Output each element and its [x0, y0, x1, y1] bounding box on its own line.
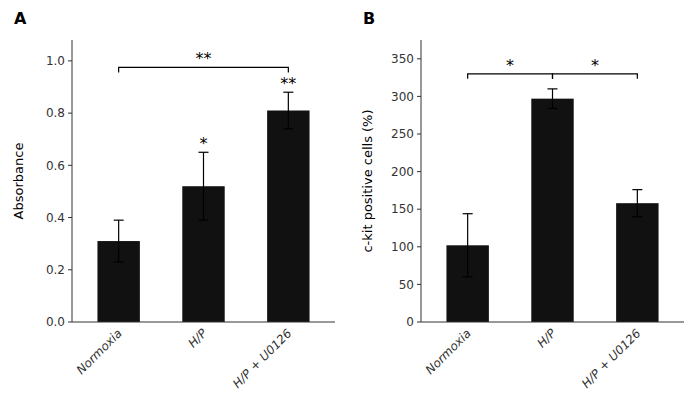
x-tick-label: Normoxia: [423, 326, 474, 377]
y-tick-label: 100: [391, 240, 414, 254]
error-line: [552, 89, 553, 109]
bars: [446, 89, 658, 322]
figure: A Absorbance 0.0 0.2 0.4 0.6 0.8 1.0 Normoxia H/P…: [0, 0, 698, 417]
error-bar: [632, 190, 642, 217]
panel-label: A: [14, 9, 27, 28]
x-tick-label: H/P + U0126: [579, 326, 644, 391]
error-line: [288, 92, 289, 129]
panel: A Absorbance 0.0 0.2 0.4 0.6 0.8 1.0 Normoxia H/P…: [11, 9, 335, 391]
error-bar: [463, 214, 473, 277]
y-axis-line: [421, 40, 422, 322]
y-tick: [417, 322, 421, 323]
bracket-star: *: [591, 56, 599, 75]
error-cap: [114, 220, 124, 221]
error-cap: [632, 216, 642, 217]
error-bar: [114, 220, 124, 262]
error-bar: [548, 89, 558, 109]
x-tick-label: Normoxia: [74, 326, 125, 377]
y-tick: [417, 284, 421, 285]
y-tick-label: 300: [391, 90, 414, 104]
y-tick-label: 0.6: [46, 159, 65, 173]
y-tick: [68, 165, 72, 166]
y-axis-line: [72, 40, 73, 322]
error-cap: [632, 189, 642, 190]
y-tick: [417, 246, 421, 247]
error-cap: [463, 213, 473, 214]
y-tick: [417, 134, 421, 135]
panel-label: B: [363, 9, 375, 28]
error-cap: [114, 261, 124, 262]
error-cap: [548, 108, 558, 109]
x-axis-line: [72, 322, 335, 323]
error-line: [203, 152, 204, 220]
error-cap: [463, 276, 473, 277]
error-cap: [548, 88, 558, 89]
error-bar: [283, 92, 293, 129]
y-tick-label: 350: [391, 52, 414, 66]
y-tick: [417, 171, 421, 172]
y-tick: [417, 58, 421, 59]
y-tick: [68, 269, 72, 270]
error-cap: [283, 128, 293, 129]
y-tick-label: 0.4: [46, 211, 65, 225]
bar: [531, 99, 573, 322]
significance-star: *: [200, 134, 208, 153]
error-cap: [199, 220, 209, 221]
error-bar: [199, 152, 209, 220]
y-tick-label: 0.8: [46, 106, 65, 120]
x-tick-label: H/P: [185, 326, 210, 351]
y-tick: [68, 322, 72, 323]
panel: Bc-kit positive cells (%) 0 50 100 150 200 250…: [360, 9, 684, 391]
y-tick: [68, 217, 72, 218]
y-axis-label: Absorbance: [11, 143, 26, 220]
y-tick-label: 200: [391, 165, 414, 179]
bar: [616, 203, 658, 322]
y-tick-label: 150: [391, 202, 414, 216]
x-axis-line: [421, 322, 684, 323]
y-tick-label: 0: [406, 315, 414, 329]
y-tick: [68, 60, 72, 61]
y-axis-label: c-kit positive cells (%): [360, 109, 375, 252]
bracket-star: **: [196, 49, 212, 68]
error-line: [467, 214, 468, 277]
y-tick-label: 1.0: [46, 54, 65, 68]
x-tick-label: H/P: [534, 326, 559, 351]
y-tick-label: 50: [399, 278, 414, 292]
y-tick-label: 0.2: [46, 263, 65, 277]
x-tick-label: H/P + U0126: [230, 326, 295, 391]
bars: [97, 92, 309, 322]
error-line: [118, 220, 119, 262]
significance-star: **: [280, 74, 296, 93]
error-line: [637, 190, 638, 217]
y-tick-label: 250: [391, 127, 414, 141]
y-tick-label: 0.0: [46, 315, 65, 329]
y-tick: [417, 209, 421, 210]
bracket-star: *: [506, 56, 514, 75]
y-tick: [417, 96, 421, 97]
bar: [267, 111, 309, 323]
y-tick: [68, 113, 72, 114]
